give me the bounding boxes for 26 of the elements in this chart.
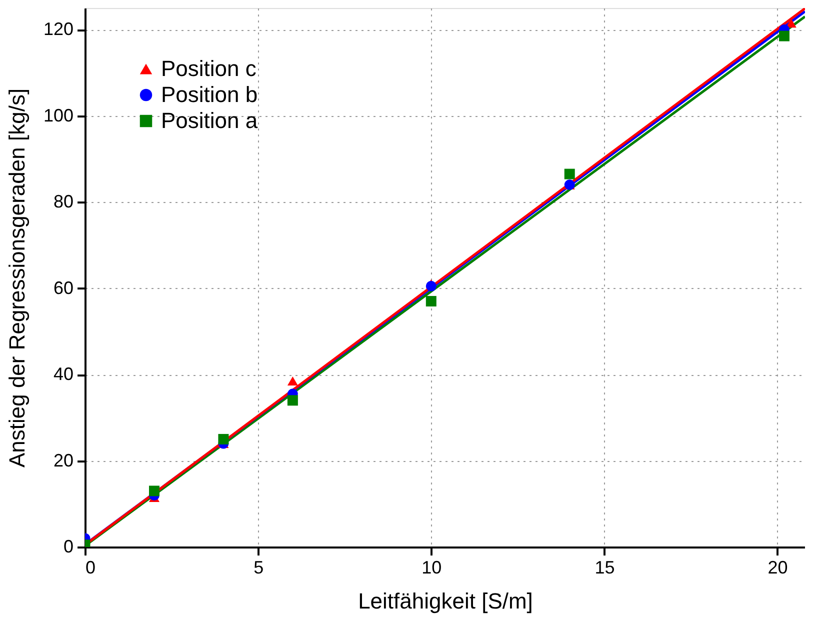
y-tick-label: 0	[63, 536, 74, 556]
x-axis-title: Leitfähigkeit [S/m]	[358, 588, 533, 614]
y-tick-label: 60	[53, 278, 74, 298]
point	[786, 18, 796, 28]
point	[287, 395, 298, 406]
point	[287, 376, 298, 386]
y-tick-label: 100	[43, 105, 74, 126]
x-tick-label: 20	[768, 558, 788, 578]
y-tick-label: 120	[43, 19, 74, 40]
y-tick-label: 40	[53, 364, 74, 384]
point	[564, 168, 575, 180]
point	[148, 486, 160, 496]
point	[778, 30, 790, 42]
legend-label: Position a	[161, 108, 258, 133]
legend-label: Position b	[161, 82, 258, 107]
point	[218, 434, 229, 444]
x-tick-label: 15	[594, 558, 615, 578]
y-tick-label: 80	[53, 192, 74, 212]
legend-label: Position c	[161, 56, 256, 81]
x-tick-label: 5	[254, 558, 264, 578]
point	[426, 280, 436, 292]
x-tick-label: 0	[86, 558, 96, 578]
y-tick-label: 20	[53, 450, 74, 470]
point	[426, 296, 436, 306]
y-axis-title: Anstieg der Regressionsgeraden [kg/s]	[4, 88, 30, 468]
x-tick-label: 10	[422, 558, 442, 578]
